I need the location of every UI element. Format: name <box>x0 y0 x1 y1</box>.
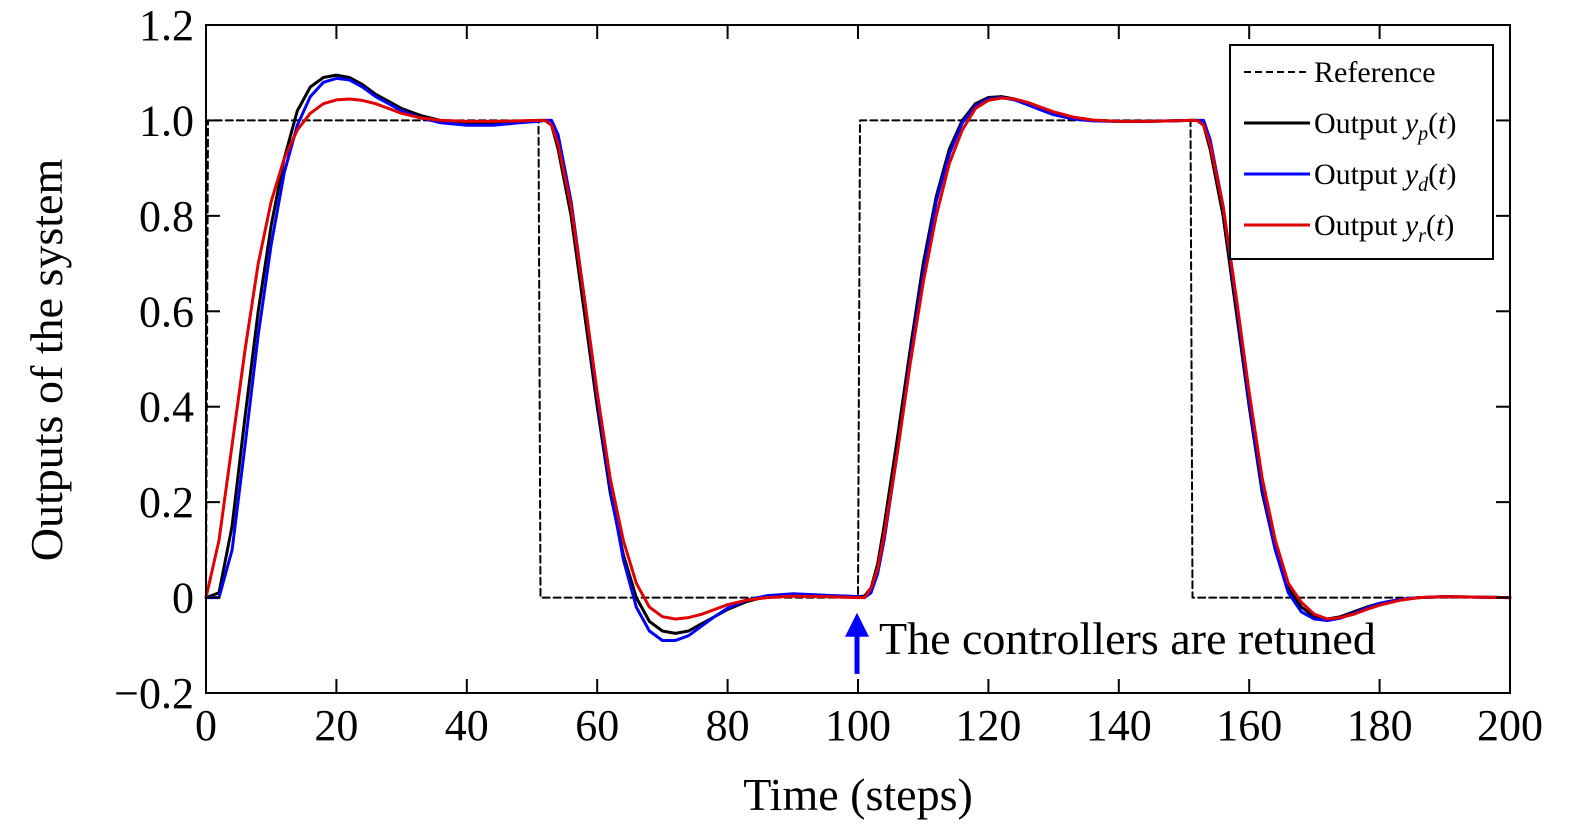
legend-label: Output yd(t) <box>1314 158 1457 196</box>
ticks-layer: 0 20 40 60 80 100 120 140 160 180 200−0.200.20.40.… <box>114 1 1543 750</box>
x-tick-label: 0 <box>195 701 217 750</box>
series-line-3 <box>204 96 1512 621</box>
x-tick-label: 140 <box>1086 701 1152 750</box>
x-tick-label: 160 <box>1216 701 1282 750</box>
x-tick-label: 180 <box>1347 701 1413 750</box>
x-tick-label: 20 <box>314 701 358 750</box>
annotation-text: The controllers are retuned <box>879 613 1376 664</box>
y-tick-label: 0.2 <box>139 478 194 527</box>
annotation-arrow-head <box>845 612 869 637</box>
y-tick-label: 0.4 <box>139 383 194 432</box>
x-tick-label: 120 <box>955 701 1021 750</box>
annotation: The controllers are retuned <box>845 612 1376 674</box>
series-layer <box>204 73 1512 642</box>
legend: Reference Output yp(t) Output yd(t) Output … <box>1229 44 1494 260</box>
x-tick-label: 60 <box>575 701 619 750</box>
x-axis-label: Time (steps) <box>743 769 973 820</box>
y-tick-label: 1.0 <box>139 96 194 145</box>
legend-label: Reference <box>1314 56 1436 89</box>
y-tick-label: 1.2 <box>139 1 194 50</box>
y-tick-label: −0.2 <box>114 669 194 718</box>
y-axis-label: Outputs of the system <box>21 159 72 562</box>
x-tick-label: 40 <box>445 701 489 750</box>
y-tick-label: 0.6 <box>139 287 194 336</box>
legend-label: Output yr(t) <box>1314 209 1454 247</box>
x-tick-label: 80 <box>706 701 750 750</box>
x-tick-label: 200 <box>1477 701 1543 750</box>
y-tick-label: 0.8 <box>139 192 194 241</box>
legend-label: Output yp(t) <box>1314 107 1457 145</box>
legend-box <box>1229 44 1494 260</box>
x-tick-label: 100 <box>825 701 891 750</box>
y-tick-label: 0 <box>172 574 194 623</box>
